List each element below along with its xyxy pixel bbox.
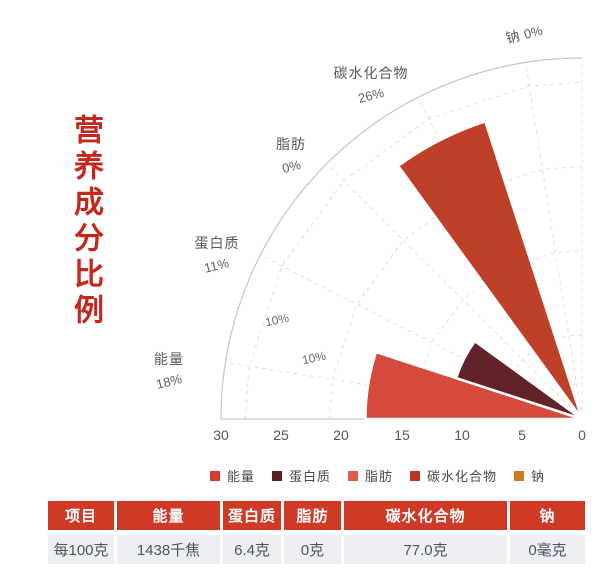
table-data-cell: 6.4克: [220, 535, 281, 564]
table-data-cell: 0毫克: [507, 535, 585, 564]
legend-label: 碳水化合物: [427, 469, 498, 484]
legend-item-energy[interactable]: 能量: [209, 466, 255, 485]
table-header-cell: 能量: [114, 501, 220, 530]
table-header-cell: 钠: [507, 501, 585, 530]
chart-legend: 能量 蛋白质 脂肪 碳水化合物 钠: [150, 466, 600, 485]
wedge-protein[interactable]: [454, 339, 584, 421]
grid-ring: [497, 334, 583, 420]
grid-ring: [328, 165, 583, 420]
table-data-cell: 0克: [281, 535, 341, 564]
legend-swatch-icon: [514, 470, 525, 481]
legend-label: 钠: [531, 469, 546, 484]
table-header-cell: 项目: [48, 501, 114, 530]
rose-chart: [220, 57, 584, 421]
table-data-cell: 77.0克: [341, 535, 507, 564]
legend-swatch-icon: [347, 470, 358, 481]
table-data-cell: 每100克: [48, 535, 114, 564]
legend-item-protein[interactable]: 蛋白质: [271, 466, 331, 485]
legend-swatch-icon: [410, 470, 420, 481]
table-header-cell: 蛋白质: [220, 501, 281, 530]
table-header-cell: 脂肪: [281, 501, 341, 530]
table-data-row: 每100克 1438千焦 6.4克 0克 77.0克 0毫克: [48, 535, 585, 564]
table-data-cell: 1438千焦: [114, 535, 220, 564]
legend-label: 能量: [226, 469, 255, 484]
wedge-carbs[interactable]: [396, 120, 584, 421]
nutrition-table: 项目 能量 蛋白质 脂肪 碳水化合物钠 每100克 1438千焦 6.4克 0克 77.0克 0毫…: [48, 501, 585, 564]
table-header-cell: 碳水化合物: [341, 501, 507, 530]
legend-swatch-icon: [271, 470, 282, 481]
page-title: 营养成分比例: [69, 114, 102, 330]
outer-arc: [220, 57, 583, 420]
legend-label: 脂肪: [364, 469, 393, 484]
legend-item-fat[interactable]: 脂肪: [347, 466, 393, 485]
legend-swatch-icon: [209, 470, 220, 481]
legend-item-sodium[interactable]: 钠: [514, 466, 545, 485]
legend-item-carbs[interactable]: 碳水化合物: [410, 466, 497, 485]
legend-label: 蛋白质: [288, 469, 331, 484]
table-header-row: 项目 能量 蛋白质 脂肪 碳水化合物钠: [48, 501, 585, 530]
